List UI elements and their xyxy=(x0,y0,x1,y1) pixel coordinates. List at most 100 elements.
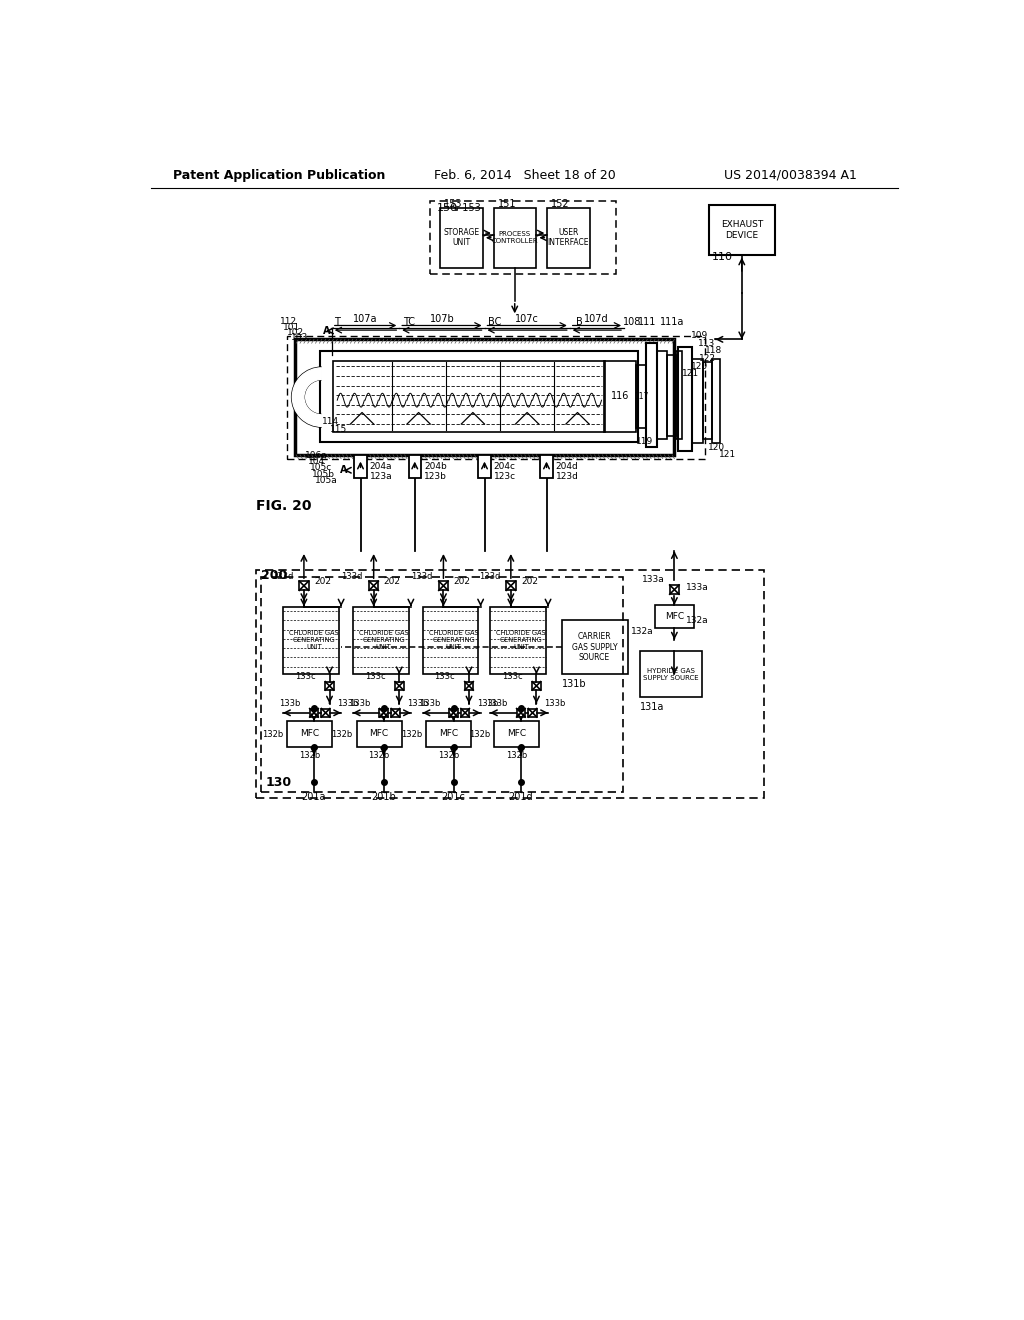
Text: EXHAUST
DEVICE: EXHAUST DEVICE xyxy=(721,220,763,240)
Text: BC: BC xyxy=(487,317,502,326)
Bar xyxy=(489,607,546,675)
Text: 107b: 107b xyxy=(429,314,455,323)
Text: 133b: 133b xyxy=(280,700,301,708)
Bar xyxy=(321,351,638,442)
Text: 133b: 133b xyxy=(544,700,565,708)
Bar xyxy=(356,721,401,747)
Text: 201d: 201d xyxy=(509,792,534,803)
Bar xyxy=(283,607,339,675)
Bar xyxy=(692,359,703,444)
Bar xyxy=(299,581,308,590)
Text: HYDRIDE GAS
SUPPLY SOURCE: HYDRIDE GAS SUPPLY SOURCE xyxy=(643,668,698,681)
Text: A: A xyxy=(324,326,331,335)
Text: 130: 130 xyxy=(266,776,292,788)
Bar xyxy=(678,347,692,451)
Text: FIG. 20: FIG. 20 xyxy=(256,499,311,513)
Text: 133d: 133d xyxy=(341,572,362,581)
Text: 102: 102 xyxy=(287,327,304,337)
Text: 120: 120 xyxy=(690,362,708,371)
Text: 122: 122 xyxy=(699,354,716,363)
Bar xyxy=(528,709,537,717)
Bar xyxy=(295,339,675,455)
Text: 119: 119 xyxy=(636,437,653,446)
Text: 132b: 132b xyxy=(506,751,527,760)
Text: 121: 121 xyxy=(682,370,699,379)
Bar xyxy=(461,709,469,717)
Text: 202: 202 xyxy=(521,577,538,586)
Text: 204c: 204c xyxy=(494,462,516,471)
Bar xyxy=(440,207,483,268)
Text: 132b: 132b xyxy=(332,730,352,739)
Text: 150: 150 xyxy=(436,203,458,213)
Text: 133d: 133d xyxy=(271,572,293,581)
Text: 132a: 132a xyxy=(631,627,653,636)
Text: CARRIER
GAS SUPPLY
SOURCE: CARRIER GAS SUPPLY SOURCE xyxy=(571,632,617,663)
Bar xyxy=(354,455,367,478)
Bar xyxy=(506,581,515,590)
Text: 133d: 133d xyxy=(478,572,500,581)
Text: 202: 202 xyxy=(454,577,470,586)
Bar xyxy=(409,455,421,478)
Text: 111: 111 xyxy=(638,317,656,326)
Bar xyxy=(352,607,409,675)
Bar xyxy=(640,651,701,697)
Text: 201b: 201b xyxy=(372,792,396,803)
Text: 109: 109 xyxy=(690,331,708,341)
Text: 133a: 133a xyxy=(686,583,709,591)
Text: 133c: 133c xyxy=(365,672,385,681)
Wedge shape xyxy=(292,368,322,426)
Text: 112: 112 xyxy=(280,317,297,326)
Text: 117: 117 xyxy=(634,392,648,401)
Bar xyxy=(655,605,693,628)
Text: 115: 115 xyxy=(330,425,347,434)
Text: 132b: 132b xyxy=(469,730,489,739)
Text: 131a: 131a xyxy=(640,702,664,711)
Text: 123b: 123b xyxy=(424,473,446,480)
Bar xyxy=(287,721,332,747)
Text: 105c: 105c xyxy=(310,463,333,473)
Bar xyxy=(391,709,399,717)
Bar xyxy=(256,570,764,797)
Text: Patent Application Publication: Patent Application Publication xyxy=(173,169,385,182)
Text: 204b: 204b xyxy=(424,462,446,471)
Text: 132b: 132b xyxy=(369,751,390,760)
Bar xyxy=(423,607,478,675)
Text: TC: TC xyxy=(403,317,416,326)
Bar xyxy=(395,681,403,690)
Bar xyxy=(547,207,590,268)
Text: 153: 153 xyxy=(444,199,463,209)
Bar xyxy=(334,360,604,432)
Text: CHLORIDE GAS
GENERATING
UNIT: CHLORIDE GAS GENERATING UNIT xyxy=(496,631,546,651)
Bar xyxy=(494,207,537,268)
Bar xyxy=(646,343,657,447)
Bar xyxy=(710,205,775,255)
Bar xyxy=(703,363,713,440)
Bar xyxy=(309,709,318,717)
Text: 133c: 133c xyxy=(295,672,315,681)
Text: 133b: 133b xyxy=(407,700,428,708)
Bar xyxy=(369,581,378,590)
Text: 151: 151 xyxy=(498,199,516,209)
Bar xyxy=(657,351,667,440)
Text: 132b: 132b xyxy=(299,751,319,760)
Text: MFC: MFC xyxy=(439,730,459,738)
Text: 107a: 107a xyxy=(353,314,378,323)
Text: 133d: 133d xyxy=(412,572,432,581)
Text: 120: 120 xyxy=(708,442,725,451)
Bar xyxy=(713,359,720,444)
Bar xyxy=(450,709,458,717)
Bar xyxy=(676,351,682,440)
Text: 114: 114 xyxy=(322,417,339,426)
Text: 133b: 133b xyxy=(349,700,371,708)
Text: 200: 200 xyxy=(261,569,288,582)
Text: 133c: 133c xyxy=(502,672,522,681)
Text: Feb. 6, 2014   Sheet 18 of 20: Feb. 6, 2014 Sheet 18 of 20 xyxy=(434,169,615,182)
Text: 105b: 105b xyxy=(312,470,336,479)
Text: 110: 110 xyxy=(712,252,732,261)
Text: CHLORIDE GAS
GENERATING
UNIT: CHLORIDE GAS GENERATING UNIT xyxy=(289,631,339,651)
Text: 107c: 107c xyxy=(515,314,539,323)
Bar xyxy=(478,455,490,478)
Text: 103: 103 xyxy=(291,334,308,342)
Text: 202: 202 xyxy=(384,577,400,586)
Text: 204a: 204a xyxy=(370,462,392,471)
